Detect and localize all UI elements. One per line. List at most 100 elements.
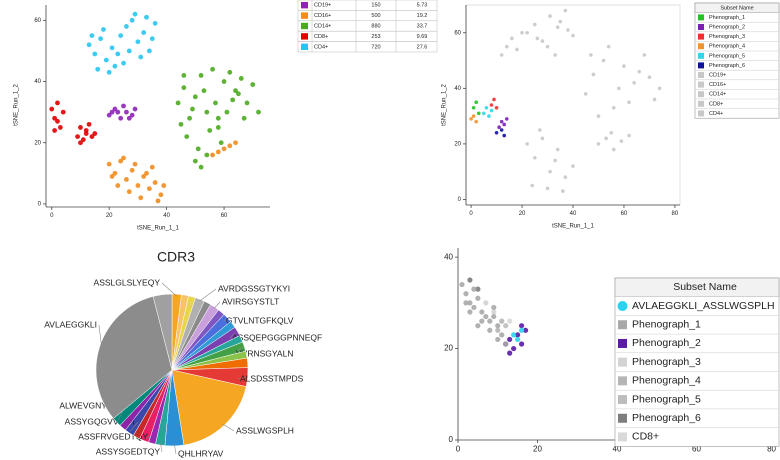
- data-point: [494, 130, 499, 135]
- data-point: [499, 53, 504, 57]
- data-point: [146, 186, 152, 192]
- data-point: [479, 318, 485, 324]
- data-point: [118, 115, 124, 121]
- legend-swatch: [618, 395, 627, 405]
- legend-label: Phenograph_1: [632, 319, 701, 331]
- data-point: [525, 142, 529, 146]
- data-point: [627, 100, 631, 105]
- percent-cell: 33.7: [417, 23, 428, 29]
- data-point: [497, 125, 501, 130]
- data-point: [204, 152, 210, 158]
- data-point: [144, 170, 149, 176]
- data-point: [92, 131, 98, 136]
- legend-label: CD14+: [314, 23, 331, 29]
- table-row: [297, 41, 438, 53]
- legend-swatch: [698, 14, 704, 21]
- data-point: [507, 350, 513, 356]
- data-point: [479, 309, 485, 315]
- data-point: [515, 47, 519, 52]
- legend-label: CD19+: [709, 72, 726, 78]
- data-point: [632, 80, 636, 85]
- legend-swatch: [301, 2, 308, 9]
- x-tick-label: 40: [613, 445, 622, 454]
- data-point: [190, 106, 195, 112]
- data-point: [499, 119, 504, 124]
- y-tick-label: 20: [444, 344, 453, 353]
- data-point: [78, 140, 83, 146]
- legend-title: Subset Name: [673, 281, 737, 293]
- data-point: [141, 30, 147, 35]
- data-point: [215, 115, 221, 121]
- x-tick-label: 20: [533, 445, 542, 454]
- data-point: [522, 327, 529, 333]
- count-cell: 500: [371, 13, 380, 19]
- data-point: [652, 97, 657, 102]
- data-point: [109, 45, 115, 51]
- data-point: [475, 286, 481, 292]
- data-point: [109, 173, 115, 179]
- x-tick-label: 20: [519, 211, 526, 217]
- legend-label: CD16+: [709, 82, 726, 88]
- data-point: [126, 48, 132, 54]
- data-point: [184, 134, 190, 140]
- data-point: [589, 53, 593, 57]
- data-point: [604, 136, 608, 141]
- y-axis-label: tSNE_Run_1_2: [14, 83, 20, 125]
- leader-line: [199, 288, 217, 302]
- data-point: [471, 114, 476, 118]
- data-point: [126, 189, 132, 195]
- data-point: [571, 164, 575, 168]
- data-point: [489, 103, 494, 107]
- data-point: [482, 111, 486, 116]
- data-point: [519, 323, 525, 329]
- data-point: [112, 63, 118, 69]
- data-point: [555, 25, 560, 30]
- data-point: [86, 42, 92, 48]
- data-point: [553, 158, 557, 163]
- legend-label: Phenograph_2: [709, 24, 745, 30]
- data-point: [221, 146, 227, 152]
- data-point: [49, 106, 55, 112]
- slice-label: ASSYGQGVVGYT: [65, 416, 136, 426]
- data-point: [250, 82, 256, 87]
- data-point: [463, 291, 469, 297]
- data-point: [118, 158, 124, 164]
- slice-label: ALWEVGNYKKL: [59, 400, 123, 410]
- data-point: [106, 112, 112, 118]
- data-point: [540, 136, 545, 141]
- legend-label: CD8+: [632, 431, 659, 443]
- data-point: [475, 295, 481, 301]
- data-point: [106, 161, 112, 167]
- data-point: [487, 114, 491, 118]
- slice-label: ALSDSSTMPDS: [240, 373, 304, 383]
- slice-label: ASSLWGSPLH: [236, 425, 294, 435]
- data-point: [463, 300, 469, 306]
- data-point: [563, 175, 568, 180]
- data-point: [637, 69, 642, 74]
- x-tick-label: 60: [621, 211, 628, 217]
- data-point: [238, 76, 244, 81]
- legend-swatch: [618, 413, 627, 423]
- data-point: [75, 134, 80, 140]
- data-point: [204, 109, 210, 115]
- data-point: [215, 149, 221, 155]
- data-point: [596, 142, 601, 146]
- data-point: [101, 27, 106, 32]
- data-point: [103, 57, 109, 63]
- legend-swatch: [698, 52, 704, 59]
- data-point: [89, 33, 95, 39]
- data-point: [98, 36, 103, 42]
- data-point: [657, 86, 662, 91]
- data-point: [548, 169, 552, 174]
- data-point: [236, 91, 241, 97]
- data-point: [227, 69, 233, 75]
- data-point: [545, 44, 550, 49]
- legend-label: Phenograph_5: [709, 53, 745, 59]
- data-point: [124, 109, 129, 115]
- y-tick-label: 40: [34, 79, 41, 85]
- data-point: [609, 130, 614, 135]
- x-tick-label: 60: [692, 445, 701, 454]
- x-tick-label: 40: [163, 213, 170, 219]
- data-point: [112, 170, 118, 176]
- data-point: [642, 53, 647, 57]
